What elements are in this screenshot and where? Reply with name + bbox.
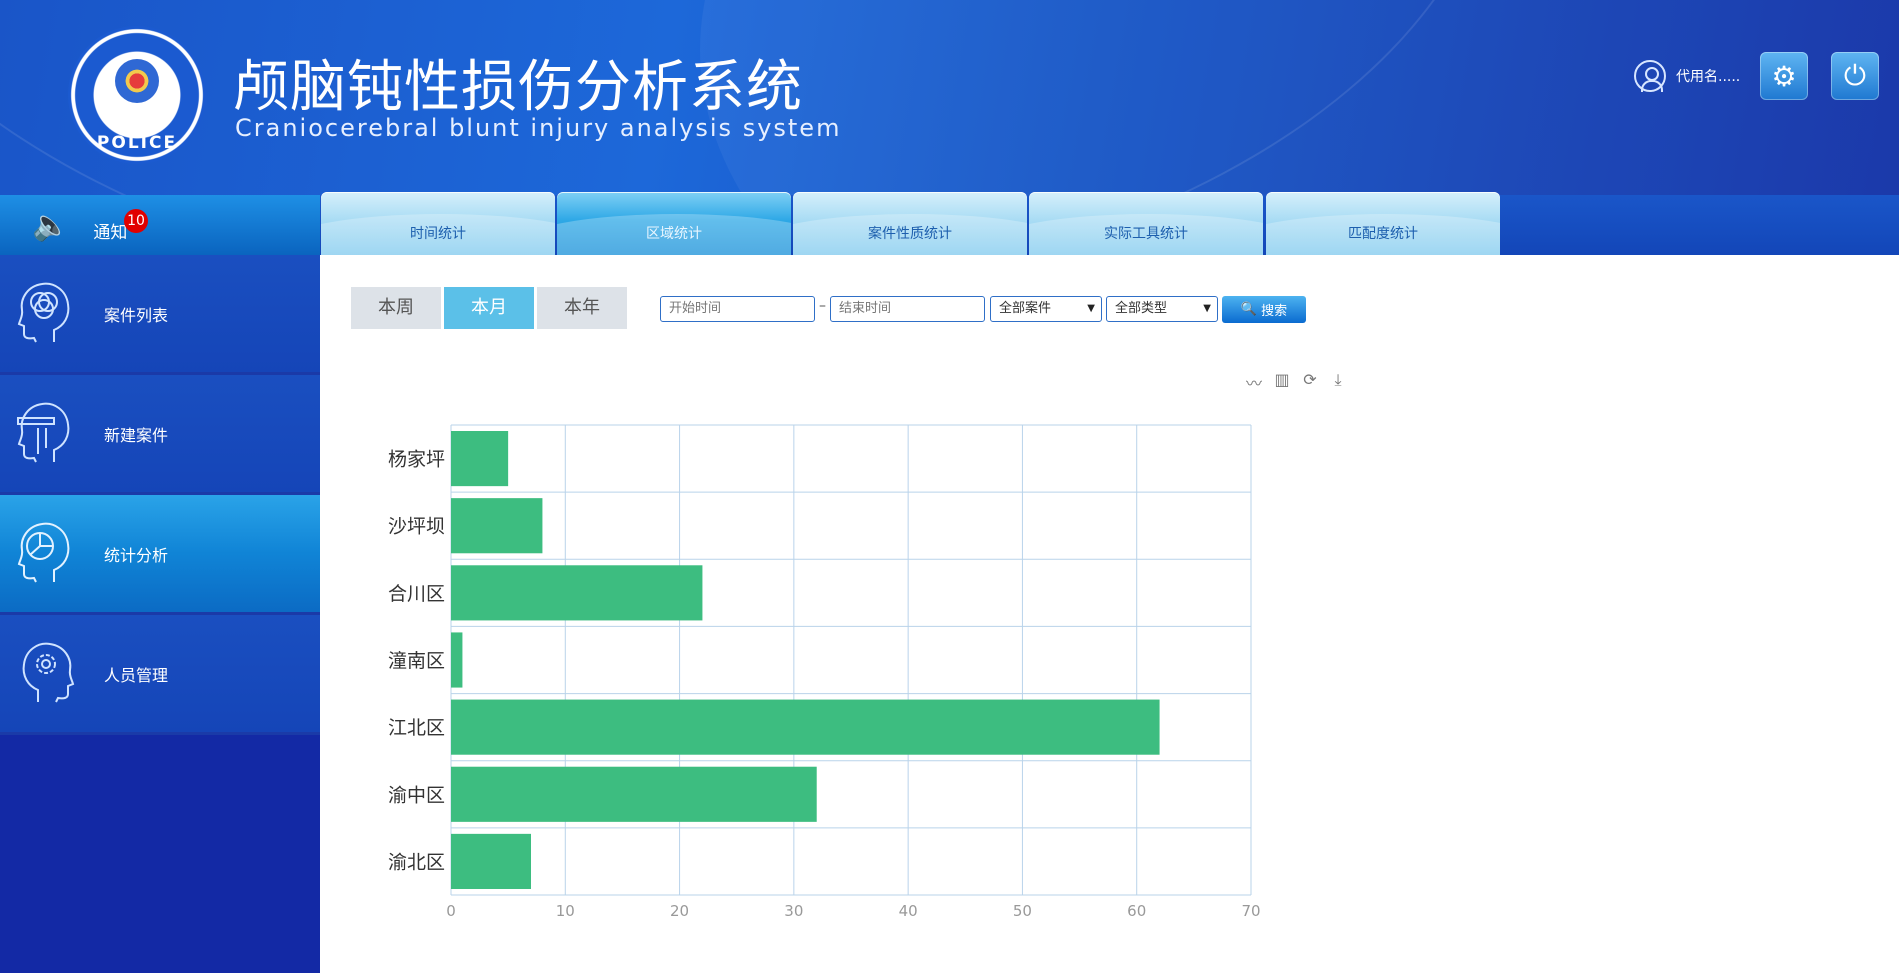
x-tick-label: 10 bbox=[556, 902, 575, 920]
x-tick-label: 30 bbox=[784, 902, 803, 920]
tab-time-stats[interactable]: 时间统计 bbox=[321, 192, 555, 255]
notification-label: 通知 bbox=[93, 222, 128, 243]
x-tick-label: 70 bbox=[1241, 902, 1260, 920]
period-year-button[interactable]: 本年 bbox=[537, 287, 627, 329]
bar bbox=[451, 766, 817, 822]
sidebar-item-label: 新建案件 bbox=[104, 425, 169, 445]
notification-button[interactable]: 🔈 通知 10 bbox=[0, 195, 320, 255]
bar bbox=[451, 632, 463, 688]
dropdown-arrow-icon: ▼ bbox=[1087, 303, 1095, 314]
case-select-value: 全部案件 bbox=[999, 301, 1052, 316]
police-emblem-icon bbox=[115, 59, 159, 103]
sidebar-item-personnel[interactable]: 人员管理 bbox=[0, 615, 320, 735]
chart-toolbox: 〰 ▥ ⟳ ⤓ bbox=[1244, 370, 1348, 394]
refresh-icon[interactable]: ⟳ bbox=[1303, 370, 1317, 389]
x-tick-label: 0 bbox=[446, 902, 456, 920]
dropdown-arrow-icon: ▼ bbox=[1203, 303, 1211, 314]
x-tick-label: 20 bbox=[670, 902, 689, 920]
user-icon bbox=[1634, 60, 1666, 92]
bar bbox=[451, 699, 1160, 755]
sidebar-item-label: 案件列表 bbox=[104, 305, 169, 325]
x-tick-label: 40 bbox=[899, 902, 918, 920]
tab-region-stats[interactable]: 区域统计 bbox=[557, 192, 791, 255]
head-chart-icon bbox=[17, 522, 70, 582]
category-label: 沙坪坝 bbox=[388, 516, 445, 538]
header: POLICE 颅脑钝性损伤分析系统 Craniocerebral blunt i… bbox=[0, 0, 1899, 195]
period-month-button[interactable]: 本月 bbox=[444, 287, 534, 329]
sidebar-item-new-case[interactable]: 新建案件 bbox=[0, 375, 320, 495]
app-subtitle: Craniocerebral blunt injury analysis sys… bbox=[235, 114, 842, 142]
type-select-value: 全部类型 bbox=[1115, 301, 1168, 316]
police-logo: POLICE bbox=[68, 26, 206, 164]
tab-tool-stats[interactable]: 实际工具统计 bbox=[1029, 192, 1263, 255]
tab-case-nature-stats[interactable]: 案件性质统计 bbox=[793, 192, 1027, 255]
date-range-dash: – bbox=[819, 298, 826, 314]
head-circles-icon bbox=[17, 282, 70, 342]
app-title: 颅脑钝性损伤分析系统 bbox=[233, 55, 803, 120]
x-tick-label: 50 bbox=[1013, 902, 1032, 920]
x-tick-label: 60 bbox=[1127, 902, 1146, 920]
line-chart-icon[interactable]: 〰 bbox=[1245, 374, 1262, 393]
logo-text: POLICE bbox=[96, 133, 178, 153]
head-pencil-icon bbox=[17, 402, 70, 462]
gear-icon: ⚙ bbox=[1771, 59, 1797, 93]
bar bbox=[451, 833, 531, 889]
sidebar-item-label: 统计分析 bbox=[104, 545, 169, 565]
notification-badge: 10 bbox=[124, 209, 148, 233]
bar bbox=[451, 565, 703, 621]
category-label: 渝北区 bbox=[388, 851, 445, 873]
search-button[interactable]: 🔍 搜索 bbox=[1222, 296, 1306, 323]
end-date-input[interactable]: 结束时间 bbox=[830, 296, 985, 322]
type-select[interactable]: 全部类型 ▼ bbox=[1106, 296, 1218, 322]
settings-button[interactable]: ⚙ bbox=[1760, 52, 1808, 100]
bar bbox=[451, 498, 543, 554]
bar-chart-icon[interactable]: ▥ bbox=[1274, 370, 1290, 389]
user-menu[interactable]: 代用名..... bbox=[1634, 60, 1740, 92]
category-label: 江北区 bbox=[388, 717, 445, 739]
category-label: 渝中区 bbox=[388, 784, 445, 806]
bar bbox=[451, 431, 509, 487]
search-icon: 🔍 bbox=[1240, 302, 1258, 317]
tab-match-stats[interactable]: 匹配度统计 bbox=[1266, 192, 1500, 255]
search-label: 搜索 bbox=[1261, 304, 1288, 319]
speaker-icon: 🔈 bbox=[32, 207, 70, 243]
start-date-input[interactable]: 开始时间 bbox=[660, 296, 815, 322]
sidebar-item-case-list[interactable]: 案件列表 bbox=[0, 255, 320, 375]
power-button[interactable]: ⏻ bbox=[1831, 52, 1879, 100]
category-label: 杨家坪 bbox=[388, 449, 445, 471]
head-gear-icon bbox=[22, 642, 75, 702]
period-week-button[interactable]: 本周 bbox=[351, 287, 441, 329]
case-select[interactable]: 全部案件 ▼ bbox=[990, 296, 1102, 322]
category-label: 合川区 bbox=[388, 583, 445, 605]
download-icon[interactable]: ⤓ bbox=[1334, 370, 1342, 389]
category-label: 潼南区 bbox=[388, 650, 445, 672]
power-icon: ⏻ bbox=[1843, 59, 1867, 92]
sidebar-item-label: 人员管理 bbox=[104, 665, 169, 685]
sidebar-item-statistics[interactable]: 统计分析 bbox=[0, 495, 320, 615]
user-name: 代用名..... bbox=[1676, 69, 1741, 85]
